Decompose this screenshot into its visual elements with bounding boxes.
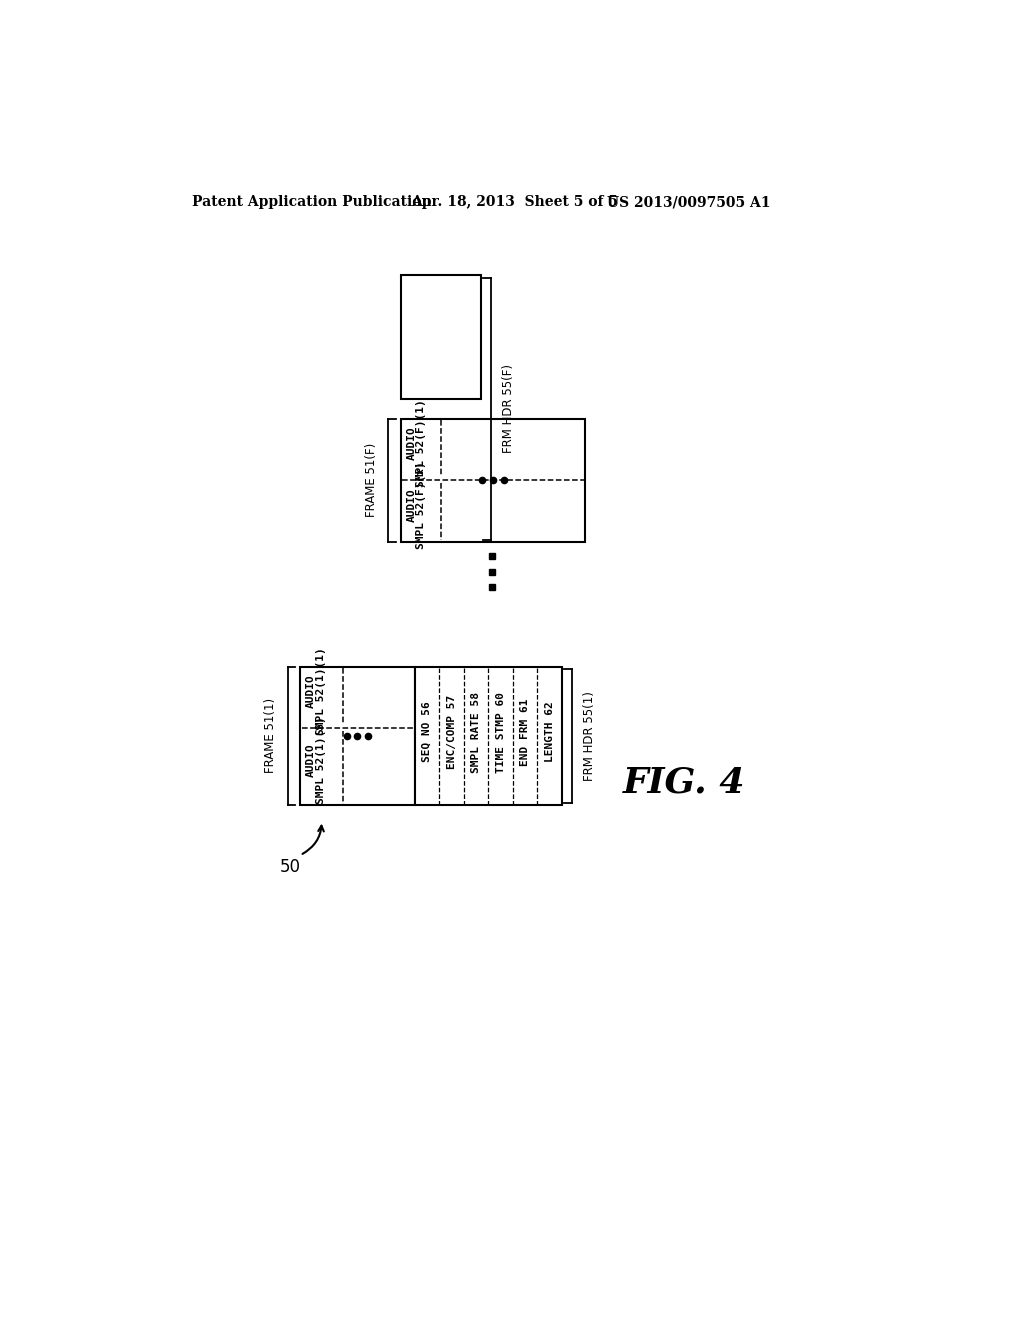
- Text: FIG. 4: FIG. 4: [623, 766, 744, 799]
- Bar: [400, 418, 586, 543]
- Text: FRM HDR 55(1): FRM HDR 55(1): [583, 690, 596, 781]
- Text: FRAME 51(F): FRAME 51(F): [365, 444, 378, 517]
- Text: FRM HDR 55(F): FRM HDR 55(F): [502, 364, 514, 453]
- Bar: [415, 667, 562, 805]
- Text: TIME STMP 60: TIME STMP 60: [496, 692, 506, 772]
- Text: END FRM 61: END FRM 61: [520, 698, 530, 766]
- Text: LENGTH 62: LENGTH 62: [545, 702, 555, 763]
- Text: SMPL 52(1)(S): SMPL 52(1)(S): [315, 717, 326, 804]
- Bar: [400, 276, 480, 399]
- Text: AUDIO: AUDIO: [407, 426, 417, 461]
- Text: SMPL RATE 58: SMPL RATE 58: [471, 692, 481, 772]
- Text: SMPL 52(F)(1): SMPL 52(F)(1): [417, 400, 426, 487]
- Text: Patent Application Publication: Patent Application Publication: [191, 195, 431, 210]
- Text: AUDIO: AUDIO: [306, 675, 316, 708]
- Text: SMPL 52(F)(x): SMPL 52(F)(x): [417, 461, 426, 549]
- Text: 50: 50: [280, 858, 301, 875]
- Bar: [300, 667, 415, 805]
- Text: AUDIO: AUDIO: [407, 488, 417, 521]
- Text: FRAME 51(1): FRAME 51(1): [264, 698, 276, 774]
- Text: SEQ NO 56: SEQ NO 56: [422, 702, 432, 763]
- Text: US 2013/0097505 A1: US 2013/0097505 A1: [607, 195, 770, 210]
- Text: AUDIO: AUDIO: [306, 743, 316, 777]
- Text: SMPL 52(1)(1): SMPL 52(1)(1): [315, 647, 326, 735]
- Text: ENC/COMP 57: ENC/COMP 57: [446, 694, 457, 770]
- Text: Apr. 18, 2013  Sheet 5 of 5: Apr. 18, 2013 Sheet 5 of 5: [411, 195, 617, 210]
